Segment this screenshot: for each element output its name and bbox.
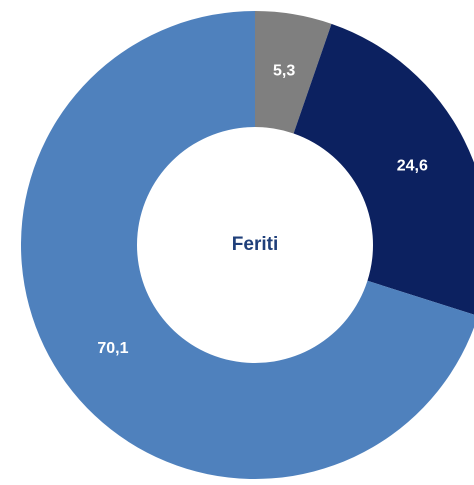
value-label: 5,3	[273, 63, 295, 80]
donut-segment	[293, 23, 474, 315]
value-label: 24,6	[397, 157, 428, 174]
center-title: Feriti	[232, 234, 278, 255]
donut-segment	[255, 11, 332, 134]
value-label: 70,1	[97, 340, 128, 357]
donut-segment	[21, 11, 474, 479]
